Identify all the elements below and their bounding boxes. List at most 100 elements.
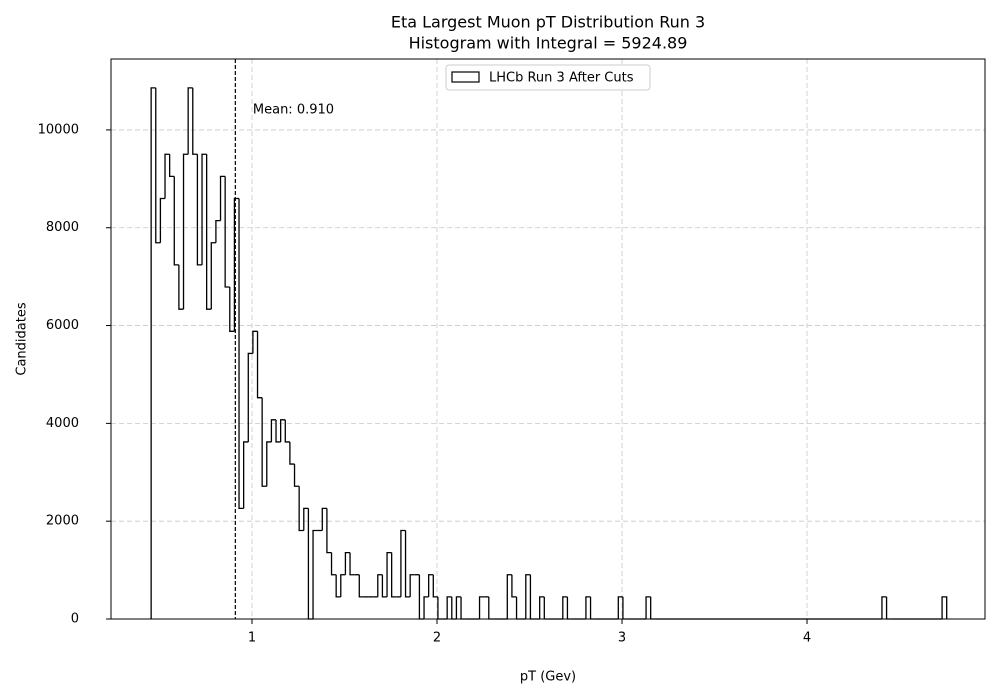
legend-box <box>445 64 651 91</box>
histogram-step <box>400 529 406 597</box>
histogram-step <box>418 574 425 620</box>
histogram-step <box>455 596 462 619</box>
histogram-step <box>321 507 327 531</box>
histogram-step <box>562 596 568 619</box>
histogram-step <box>168 154 175 178</box>
histogram-step <box>511 574 517 598</box>
x-tick-label: 2 <box>433 631 441 646</box>
histogram-step <box>340 574 346 597</box>
histogram-step <box>229 287 235 332</box>
histogram-step <box>178 264 184 310</box>
histogram-step <box>307 508 314 620</box>
histogram-step <box>451 596 457 620</box>
histogram-step <box>506 574 512 619</box>
x-tick-label: 3 <box>618 631 626 646</box>
y-tick-label: 2000 <box>46 514 79 529</box>
histogram-step <box>460 596 466 620</box>
histogram-step <box>247 352 253 442</box>
histogram-step <box>391 552 397 598</box>
histogram-step <box>252 330 258 354</box>
histogram-step <box>650 596 656 620</box>
histogram-step <box>386 551 392 597</box>
histogram-step <box>256 331 263 399</box>
histogram-step <box>349 552 355 576</box>
histogram-step <box>409 574 415 597</box>
histogram-step <box>515 596 522 620</box>
legend-swatch <box>451 71 480 83</box>
histogram-step <box>224 176 230 288</box>
histogram-step <box>266 441 272 487</box>
histogram-step <box>150 87 156 619</box>
histogram-step <box>196 154 203 266</box>
histogram-step <box>303 507 309 531</box>
histogram-step <box>298 486 304 532</box>
histogram-step <box>539 596 545 619</box>
histogram-step <box>585 596 591 619</box>
histogram-step <box>206 154 212 310</box>
histogram-step <box>377 574 383 597</box>
histogram-step <box>589 596 596 620</box>
histogram-step <box>478 596 485 619</box>
histogram-step <box>437 596 443 620</box>
x-axis-label: pT (Gev) <box>520 670 576 685</box>
histogram-step <box>881 596 887 619</box>
histogram-step <box>446 596 452 619</box>
histogram-step <box>622 596 628 620</box>
histogram-step <box>432 574 438 598</box>
histogram-step <box>238 198 244 509</box>
y-tick-label: 0 <box>71 612 79 627</box>
histogram-step <box>326 508 332 554</box>
histogram-step <box>423 596 429 619</box>
histogram-step <box>233 197 240 332</box>
y-tick-label: 8000 <box>46 220 79 235</box>
legend-label: LHCb Run 3 After Cuts <box>489 71 634 86</box>
histogram-step <box>219 175 226 221</box>
histogram-step <box>270 419 277 442</box>
histogram-step <box>885 596 892 620</box>
y-axis-label: Candidates <box>15 302 30 375</box>
histogram-step <box>566 596 573 620</box>
histogram-step <box>284 419 290 443</box>
histogram-step <box>210 242 216 310</box>
y-tick-label: 4000 <box>46 416 79 431</box>
histogram-step <box>335 574 341 598</box>
histogram-step <box>344 551 351 575</box>
histogram-step <box>358 574 364 598</box>
histogram-step <box>617 596 623 619</box>
annotation: Mean: 0.910 <box>253 103 334 118</box>
histogram-step <box>428 574 434 597</box>
histogram-step <box>215 219 221 243</box>
histogram-step <box>164 153 170 199</box>
chart-title: Eta Largest Muon pT Distribution Run 3 <box>391 13 705 32</box>
histogram-step <box>312 529 318 619</box>
x-tick-label: 4 <box>803 631 811 646</box>
histogram-step <box>488 596 494 620</box>
histogram-step <box>404 530 411 598</box>
histogram-step <box>159 197 166 243</box>
histogram-step <box>645 596 651 619</box>
histogram-step <box>261 397 267 487</box>
histogram-step <box>173 176 179 266</box>
histogram-step <box>543 596 549 620</box>
y-tick-label: 10000 <box>38 122 79 137</box>
histogram-step <box>525 574 531 619</box>
histogram-step <box>529 574 536 620</box>
x-tick-label: 1 <box>248 631 256 646</box>
histogram-step <box>275 419 281 443</box>
histogram-step <box>155 87 161 244</box>
plot-frame <box>110 58 986 620</box>
histogram-step <box>941 596 948 619</box>
histogram-step <box>192 87 198 155</box>
histogram-step <box>330 552 337 576</box>
y-tick-label: 6000 <box>46 318 79 333</box>
histogram-step <box>381 574 388 598</box>
chart-subtitle: Histogram with Integral = 5924.89 <box>409 34 688 53</box>
histogram-step <box>182 153 189 310</box>
histogram-step <box>243 441 249 509</box>
histogram-step <box>293 464 300 487</box>
histogram-step <box>187 87 193 155</box>
histogram-step <box>201 153 207 265</box>
histogram-step <box>280 419 286 442</box>
histogram-step <box>289 441 295 465</box>
